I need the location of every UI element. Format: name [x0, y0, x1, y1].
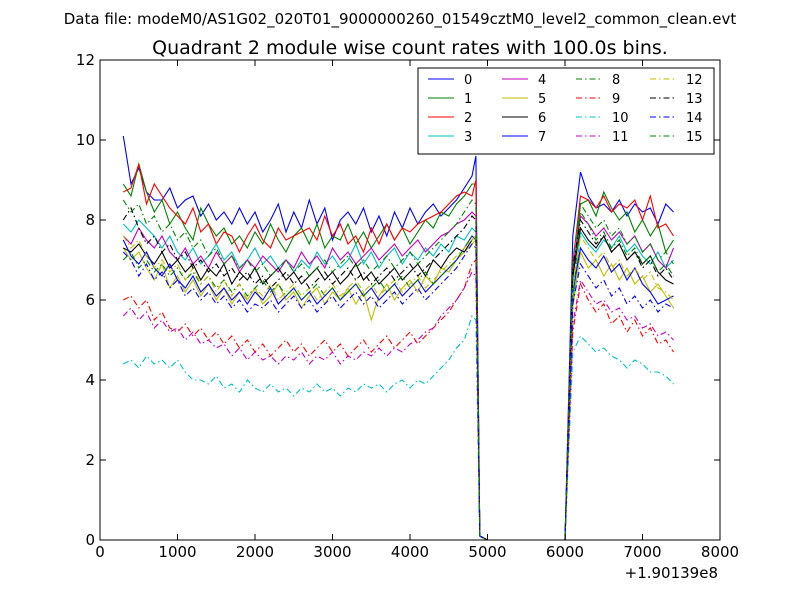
- series-line-13: [122, 206, 674, 540]
- y-tick-label: 10: [76, 131, 95, 149]
- legend-label-6: 6: [538, 111, 546, 126]
- legend-label-9: 9: [612, 92, 620, 107]
- x-tick-label: 2000: [236, 543, 274, 561]
- legend-label-0: 0: [464, 73, 472, 88]
- series-line-10: [123, 314, 674, 540]
- x-tick-label: 8000: [701, 543, 739, 561]
- y-tick-label: 12: [76, 51, 95, 69]
- legend-label-13: 13: [686, 92, 703, 107]
- y-tick-label: 4: [85, 371, 95, 389]
- series-line-5: [122, 238, 674, 540]
- legend-label-14: 14: [686, 111, 703, 126]
- legend-label-15: 15: [686, 130, 703, 145]
- x-tick-label: 4000: [391, 543, 429, 561]
- legend-label-4: 4: [538, 73, 546, 88]
- x-tick-label: 1000: [158, 543, 196, 561]
- y-tick-label: 6: [85, 291, 95, 309]
- y-tick-label: 0: [85, 531, 95, 549]
- legend-box: [417, 67, 715, 155]
- x-tick-label: 3000: [313, 543, 351, 561]
- y-tick-label: 8: [85, 211, 95, 229]
- legend-label-8: 8: [612, 73, 620, 88]
- legend-label-1: 1: [464, 92, 472, 107]
- x-tick-label: 0: [95, 543, 105, 561]
- series-line-9: [123, 258, 674, 540]
- legend-label-11: 11: [612, 130, 629, 145]
- series-line-15: [122, 199, 674, 540]
- chart-title: Quadrant 2 module wise count rates with …: [152, 37, 668, 59]
- series-line-14: [122, 243, 674, 540]
- figure-suptitle: Data file: modeM0/AS1G02_020T01_90000002…: [64, 10, 737, 29]
- legend-label-5: 5: [538, 92, 546, 107]
- x-tick-label: 5000: [468, 543, 506, 561]
- legend-label-12: 12: [686, 73, 703, 88]
- series-line-7: [122, 235, 674, 540]
- y-tick-label: 2: [85, 451, 95, 469]
- x-tick-label: 6000: [546, 543, 584, 561]
- plot-layer: 0 1000 2000 3000 4000 5000 6000 7000 80000246810…: [76, 51, 739, 561]
- series-line-6: [123, 226, 674, 540]
- series-line-12: [122, 234, 674, 540]
- series-line-3: [122, 219, 674, 540]
- x-tick-label: 7000: [623, 543, 661, 561]
- series-line-11: [122, 271, 674, 540]
- legend-label-2: 2: [464, 111, 472, 126]
- legend-label-3: 3: [464, 130, 472, 145]
- legend-label-10: 10: [612, 111, 629, 126]
- series-line-4: [122, 211, 675, 540]
- legend-label-7: 7: [538, 130, 546, 145]
- x-offset-label: +1.90139e8: [625, 564, 718, 582]
